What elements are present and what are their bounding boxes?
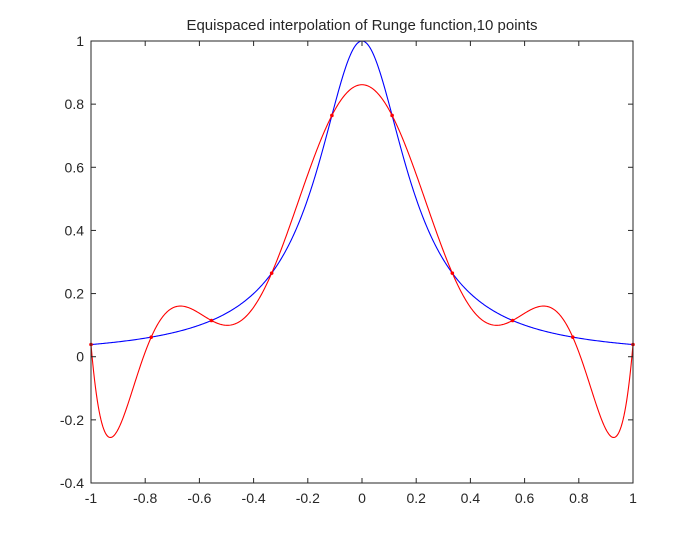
- y-tick-label: -0.4: [60, 475, 84, 491]
- y-tick-label: 0.4: [65, 222, 85, 238]
- x-tick-label: 0: [358, 490, 366, 506]
- node-marker: [149, 335, 154, 339]
- node-marker: [510, 318, 515, 323]
- x-tick-label: 0.2: [406, 490, 426, 506]
- node-marker: [330, 113, 334, 118]
- interpolant-line: [90, 84, 634, 439]
- y-tick-label: 0.8: [65, 96, 85, 112]
- x-tick-label: 0.4: [461, 490, 481, 506]
- x-tick-label: -1: [85, 490, 98, 506]
- x-tick-label: -0.2: [296, 490, 320, 506]
- x-tick-label: -0.8: [133, 490, 157, 506]
- x-tick-label: -0.4: [242, 490, 266, 506]
- x-tick-label: 1: [629, 490, 637, 506]
- node-marker: [269, 271, 274, 275]
- x-axis-ticks: -1 -0.8 -0.6 -0.4 -0.2 0 0.2 0.4 0.6 0.8 1: [85, 41, 637, 506]
- y-tick-label: 1: [76, 33, 84, 49]
- node-marker: [390, 113, 394, 118]
- y-tick-label: 0: [76, 349, 84, 365]
- plot-area: -1 -0.8 -0.6 -0.4 -0.2 0 0.2 0.4 0.6 0.8 1 -0.4-0.…: [60, 33, 637, 506]
- y-tick-label: 0.2: [65, 286, 85, 302]
- node-marker: [450, 271, 455, 275]
- y-tick-label: 0.6: [65, 159, 85, 175]
- x-tick-label: 0.8: [569, 490, 589, 506]
- x-tick-label: 0.6: [515, 490, 535, 506]
- y-axis-ticks: -0.4 -0.2 0 0.2 0.4 0.6 0.8 1: [60, 33, 633, 491]
- node-marker: [209, 318, 214, 323]
- y-tick-label: -0.2: [60, 412, 84, 428]
- node-marker: [570, 335, 575, 339]
- chart-title: Equispaced interpolation of Runge functi…: [186, 17, 537, 34]
- axes-background: [91, 41, 633, 483]
- x-tick-label: -0.6: [187, 490, 211, 506]
